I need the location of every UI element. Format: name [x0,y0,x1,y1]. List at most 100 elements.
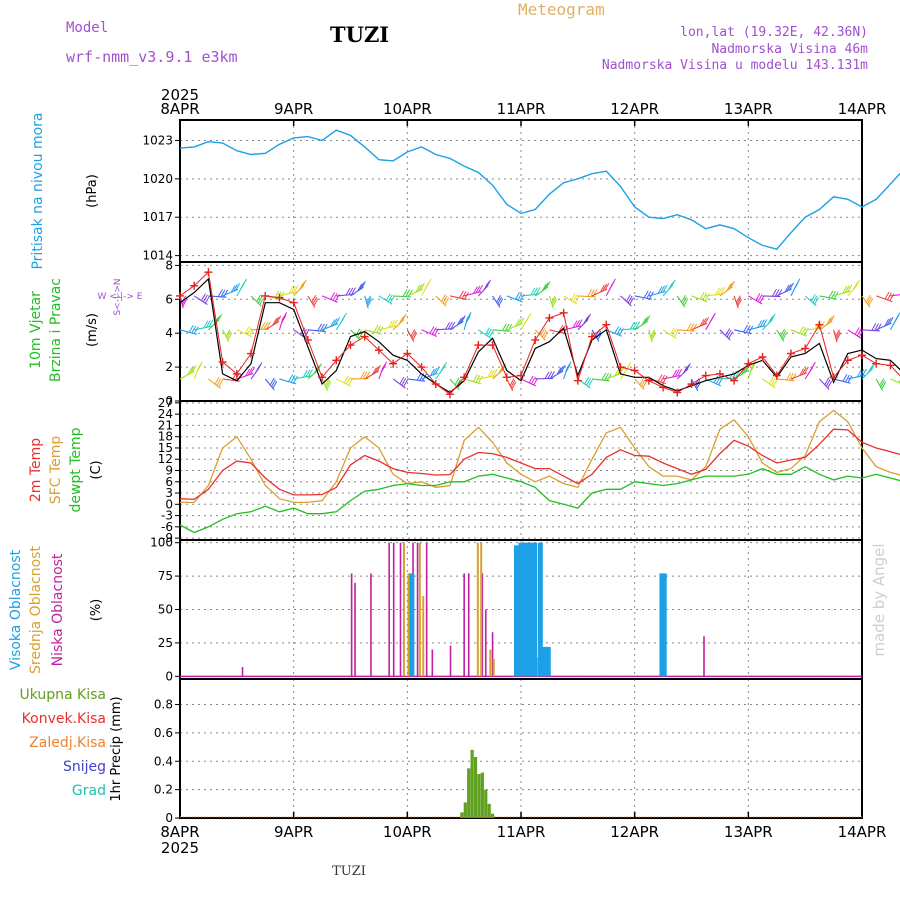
high-cloud-bar [661,573,667,677]
wind-barb-feather [810,361,816,370]
wind-barb-feather [879,378,885,386]
wind-barb-feather [870,363,876,371]
wind-barb-feather [757,320,763,328]
wind-barb-feather [272,380,278,389]
wind-barb-feather [501,363,507,371]
wind-barb-feather [257,362,263,370]
wind-barb-feather [326,381,332,390]
wind-barb-feather [803,366,809,375]
wind-barb-feather [201,293,206,301]
sfc-temp-line [180,409,900,504]
wind-barb-feather [629,321,635,330]
wind-barb-feather [625,294,631,302]
wind-barb-feather [641,317,647,326]
wind-barb-row [179,312,900,343]
wind-barb-feather [611,278,616,287]
wind-barb-feather [651,333,656,341]
low-cloud-bar [467,573,470,677]
panel-frame [179,678,863,819]
wind-barb-feather [458,290,464,299]
y-tick-label: 0 [165,497,173,511]
coords-label: lon,lat (19.32E, 42.36N) [680,25,868,40]
low-cloud-bar [449,645,452,677]
wind-barb-feather [586,378,592,386]
wind-barb-feather [629,297,635,305]
precip-legend-item: Grad [72,783,106,799]
wind-barb-feather [673,329,679,338]
wind-barb-feather [346,376,352,385]
wind-barb [819,320,833,331]
wind-barb-feather [359,371,365,379]
high-cloud-bar [545,646,551,677]
pressure-unit: (hPa) [85,174,100,208]
wind-barb-feather [828,316,833,324]
wind-barb-feather [216,378,222,386]
wind-barb [705,293,724,297]
low-cloud-bar [350,573,353,677]
wind-barb-feather [726,329,732,338]
wind-barb-feather [376,325,381,334]
y-tick-label: 2 [165,360,173,374]
wind-barb-feather [657,374,663,382]
wind-barb-feather [799,368,805,376]
wind-barb-feather [836,333,841,341]
wind-barb-feather [458,316,464,325]
wind-barb-feather [781,330,787,339]
wind-barb-feather [759,295,765,304]
wind-barb-feather [725,328,731,336]
wind-barb-feather [417,283,423,292]
cloud-axis-title-low: Niska Oblacnost [50,553,66,666]
wind-barb-feather [528,375,534,384]
wind-barb [748,325,766,331]
wind-barb-feather [757,294,763,302]
wind-barb-row [179,278,900,309]
mid-cloud-bar [418,542,421,677]
wind-barb-feather [713,375,719,383]
wind-barb-feather [769,315,775,323]
wind-barb-feather [218,379,224,388]
wind-barb-feather [256,294,262,302]
wind-barb-feather [566,361,572,369]
wind-axis-title-a: 10m Vjetar [28,291,44,369]
low-cloud-bar [463,573,465,677]
wind-barb-feather [510,380,516,388]
x-tick-label-bottom: 10APR [383,823,432,841]
wind-barb-feather [387,320,393,329]
year-label-top: 2025 [161,86,199,104]
wind-barb-feather [454,377,460,386]
wind-barb [293,375,312,380]
wind-barb [264,321,280,331]
wind-barb-feather [686,363,691,371]
y-tick-label: 18 [158,430,173,444]
wind-barb-feather [743,365,749,374]
x-tick-label-top: 12APR [610,100,659,118]
wind-barb [208,319,220,331]
wind-barb-feather [305,369,311,378]
wind-barb [577,295,596,298]
wind-barb-feather [682,296,688,305]
wind-barb-feather [343,375,349,384]
wind-barb [691,295,708,303]
wind-barb [407,378,426,382]
wind-barb-feather [737,299,743,307]
wind-barb [336,378,352,387]
wind-barb-feather [547,371,553,379]
y-tick-label: 4 [165,326,173,340]
wind-barb-feather [399,376,405,385]
wind-barb-feather [488,329,494,338]
wind-barb-feather [202,294,208,303]
wind-barb-feather [639,377,645,386]
wind-barb [492,368,505,380]
wind-barb-feather [730,280,735,289]
wind-barb-feather [868,298,874,306]
wind-barb-feather [313,298,319,307]
wind-barb-feather [390,319,396,328]
wind-barb-feather [242,278,247,287]
wind-barb-feather [552,299,558,307]
high-cloud-bar [542,646,548,677]
wind-barb [577,319,589,331]
wind-barb-feather [829,315,835,323]
wind-barb [634,320,649,331]
wind-barb [676,368,689,380]
